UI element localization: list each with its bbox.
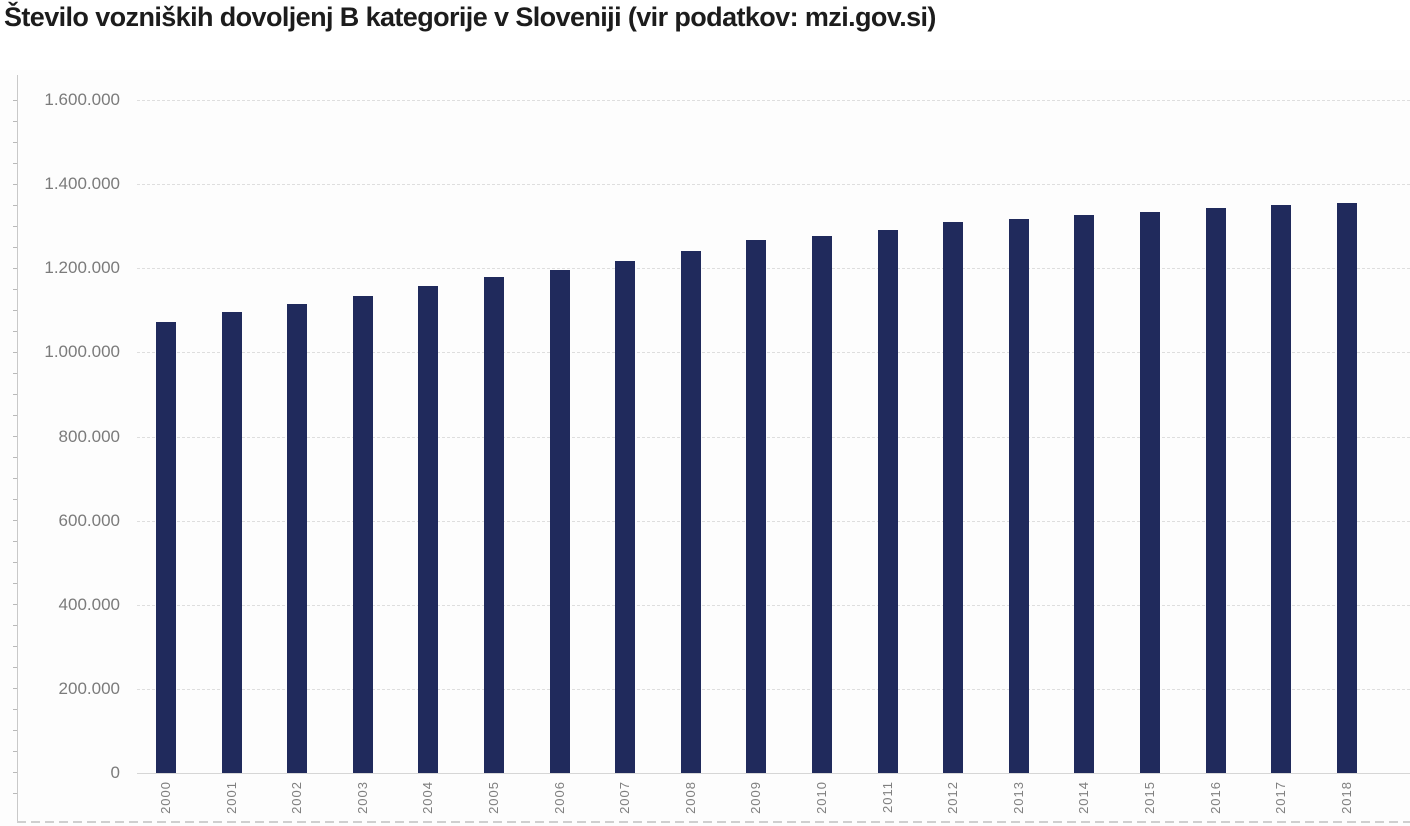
chart-bottom-border <box>17 821 1410 823</box>
x-axis-label-2009: 2009 <box>748 781 764 814</box>
x-axis-label-2007: 2007 <box>617 781 633 814</box>
y-axis-label: 400.000 <box>58 594 120 614</box>
bar-2017 <box>1271 205 1292 773</box>
bar-2007 <box>615 260 636 773</box>
x-axis-label-2010: 2010 <box>814 781 829 814</box>
y-axis-label: 1.000.000 <box>44 342 120 362</box>
x-axis-label-2012: 2012 <box>945 781 961 814</box>
x-axis-label-2018: 2018 <box>1338 781 1354 814</box>
chart-area: 0 200.000 400.000 600.000 800.000 1.000.000 1.… <box>0 70 1410 826</box>
y-axis-line <box>17 75 18 822</box>
bar-2002 <box>287 303 308 773</box>
y-axis-label: 600.000 <box>58 510 120 530</box>
x-axis-label-2002: 2002 <box>289 781 305 814</box>
y-axis-label: 1.200.000 <box>44 258 120 278</box>
y-axis-label: 200.000 <box>58 678 120 698</box>
bar-2003 <box>352 296 373 773</box>
bar-2011 <box>877 229 898 773</box>
x-axis-label-2004: 2004 <box>420 781 436 814</box>
chart-title: Število vozniških dovoljenj B kategorije… <box>4 2 936 32</box>
gridline-1.200.000 <box>137 268 1410 270</box>
x-axis-label-2005: 2005 <box>486 781 501 814</box>
x-axis-label-2003: 2003 <box>354 781 370 814</box>
gridline-600.000 <box>137 520 1410 522</box>
gridline-800.000 <box>137 436 1410 438</box>
y-axis-minor-ticks <box>13 100 17 803</box>
bar-2018 <box>1336 203 1357 773</box>
bar-2010 <box>812 236 832 773</box>
x-axis-label-2001: 2001 <box>223 781 239 814</box>
x-axis-label-2014: 2014 <box>1076 781 1092 814</box>
x-axis-label-2017: 2017 <box>1273 781 1289 814</box>
x-axis-label-2015: 2015 <box>1142 781 1157 814</box>
gridline-1.000.000 <box>137 352 1410 354</box>
x-axis-label-2016: 2016 <box>1207 781 1223 814</box>
bar-2015 <box>1140 211 1160 773</box>
gridline-1.400.000 <box>137 184 1410 186</box>
bar-2009 <box>746 240 767 773</box>
bar-2006 <box>549 269 570 773</box>
y-axis-label: 1.600.000 <box>44 90 120 109</box>
x-axis-label-2008: 2008 <box>682 781 698 814</box>
bar-2016 <box>1205 207 1226 773</box>
y-axis-label: 0 <box>110 763 120 782</box>
y-axis-label: 1.400.000 <box>44 174 120 194</box>
x-axis-label-2013: 2013 <box>1010 781 1026 814</box>
x-axis-label-2011: 2011 <box>879 781 895 813</box>
bar-2004 <box>418 286 439 773</box>
bar-2014 <box>1074 214 1095 773</box>
bar-2013 <box>1008 219 1029 773</box>
bar-2008 <box>680 251 701 773</box>
x-axis-label-2006: 2006 <box>551 781 567 814</box>
bar-2012 <box>943 222 964 773</box>
bar-2001 <box>221 311 242 773</box>
bar-2005 <box>484 277 504 773</box>
gridline-400.000 <box>137 604 1410 606</box>
gridline-1.600.000 <box>137 100 1410 101</box>
bar-2000 <box>156 322 176 773</box>
gridline-0 <box>137 773 1410 774</box>
gridline-200.000 <box>137 688 1410 690</box>
x-axis-label-2000: 2000 <box>158 781 173 814</box>
y-axis-label: 800.000 <box>58 426 120 446</box>
